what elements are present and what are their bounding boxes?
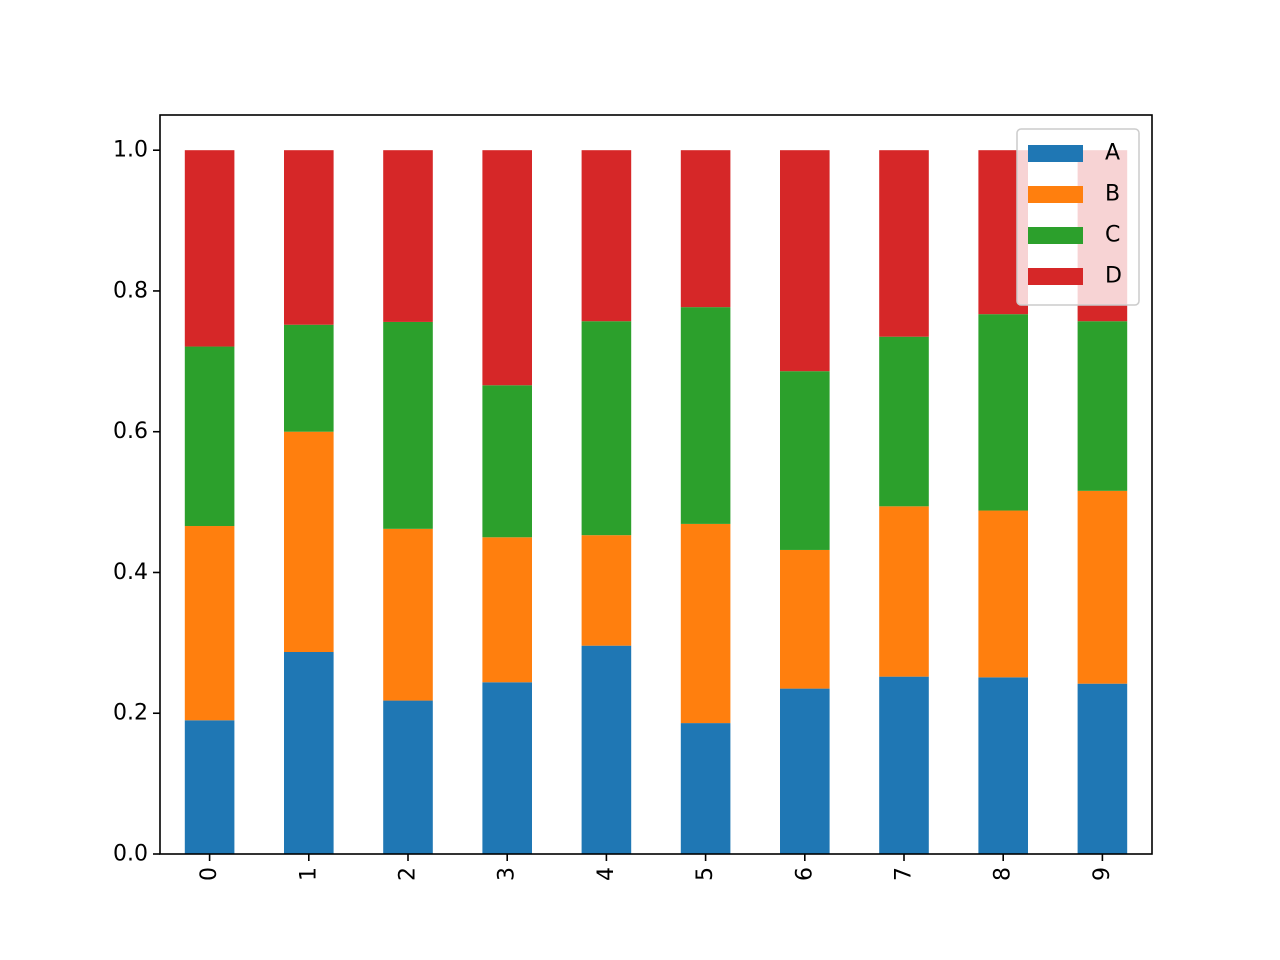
- bar-D-5: [680, 150, 731, 308]
- bar-D-3: [482, 150, 532, 386]
- bar-D-7: [879, 150, 929, 337]
- bar-A-4: [581, 645, 632, 854]
- bar-C-6: [780, 371, 830, 550]
- legend-box: [1016, 128, 1140, 306]
- x-axis: 0 1 2 3 4 5 6 7 8 9: [197, 854, 1115, 881]
- y-tick-label: 0.4: [113, 560, 148, 585]
- bar-layer: [184, 150, 1128, 854]
- bar-D-1: [284, 150, 334, 325]
- x-tick-label: 7: [892, 867, 917, 881]
- bar-B-0: [184, 526, 235, 721]
- y-tick-label: 0.8: [113, 278, 148, 303]
- bar-B-9: [1077, 490, 1128, 684]
- bar-C-5: [680, 307, 731, 524]
- bar-A-6: [780, 688, 830, 854]
- x-tick-label: 5: [693, 867, 718, 881]
- bar-C-2: [383, 321, 433, 529]
- bar-B-4: [581, 535, 632, 646]
- bar-A-1: [284, 652, 334, 854]
- legend-swatch-C: [1028, 227, 1083, 244]
- bar-A-2: [383, 700, 433, 854]
- x-tick-label: 0: [197, 867, 222, 881]
- bar-C-0: [184, 346, 235, 527]
- bar-D-6: [780, 150, 830, 372]
- bar-B-3: [482, 537, 532, 683]
- y-tick-label: 1.0: [113, 138, 148, 163]
- x-tick-label: 8: [991, 867, 1016, 881]
- x-tick-label: 4: [594, 867, 619, 881]
- bar-B-7: [879, 506, 929, 677]
- bar-C-8: [978, 314, 1028, 511]
- bar-C-3: [482, 385, 532, 538]
- bar-A-7: [879, 676, 929, 854]
- y-tick-label: 0.6: [113, 419, 148, 444]
- x-tick-label: 9: [1090, 867, 1115, 881]
- bar-C-7: [879, 336, 929, 507]
- bar-A-5: [680, 723, 731, 854]
- bar-B-5: [680, 523, 731, 724]
- bar-B-2: [383, 528, 433, 701]
- legend-swatch-B: [1028, 186, 1083, 203]
- legend-label-D: D: [1105, 264, 1122, 289]
- x-tick-label: 3: [495, 867, 520, 881]
- legend-label-C: C: [1105, 223, 1120, 248]
- bar-B-1: [284, 431, 334, 653]
- x-tick-label: 1: [296, 867, 321, 881]
- x-tick-label: 2: [396, 867, 421, 881]
- bar-B-8: [978, 510, 1028, 678]
- y-tick-label: 0.2: [113, 701, 148, 726]
- legend-label-B: B: [1105, 182, 1120, 207]
- bar-C-1: [284, 324, 334, 432]
- bar-A-3: [482, 682, 532, 854]
- legend-swatch-D: [1028, 268, 1083, 285]
- legend-swatch-A: [1028, 145, 1083, 162]
- bar-A-8: [978, 677, 1028, 854]
- bar-D-2: [383, 150, 433, 322]
- y-axis: 0.0 0.2 0.4 0.6 0.8 1.0: [113, 138, 160, 867]
- bar-A-0: [184, 720, 235, 854]
- bar-D-0: [184, 150, 235, 347]
- x-tick-label: 6: [792, 867, 817, 881]
- bar-B-6: [780, 549, 830, 689]
- bar-D-4: [581, 150, 632, 322]
- bar-A-9: [1077, 683, 1128, 854]
- y-tick-label: 0.0: [113, 842, 148, 867]
- plot-frame: [159, 114, 1153, 855]
- bar-C-4: [581, 321, 632, 536]
- legend-label-A: A: [1105, 141, 1120, 166]
- bar-C-9: [1077, 321, 1128, 491]
